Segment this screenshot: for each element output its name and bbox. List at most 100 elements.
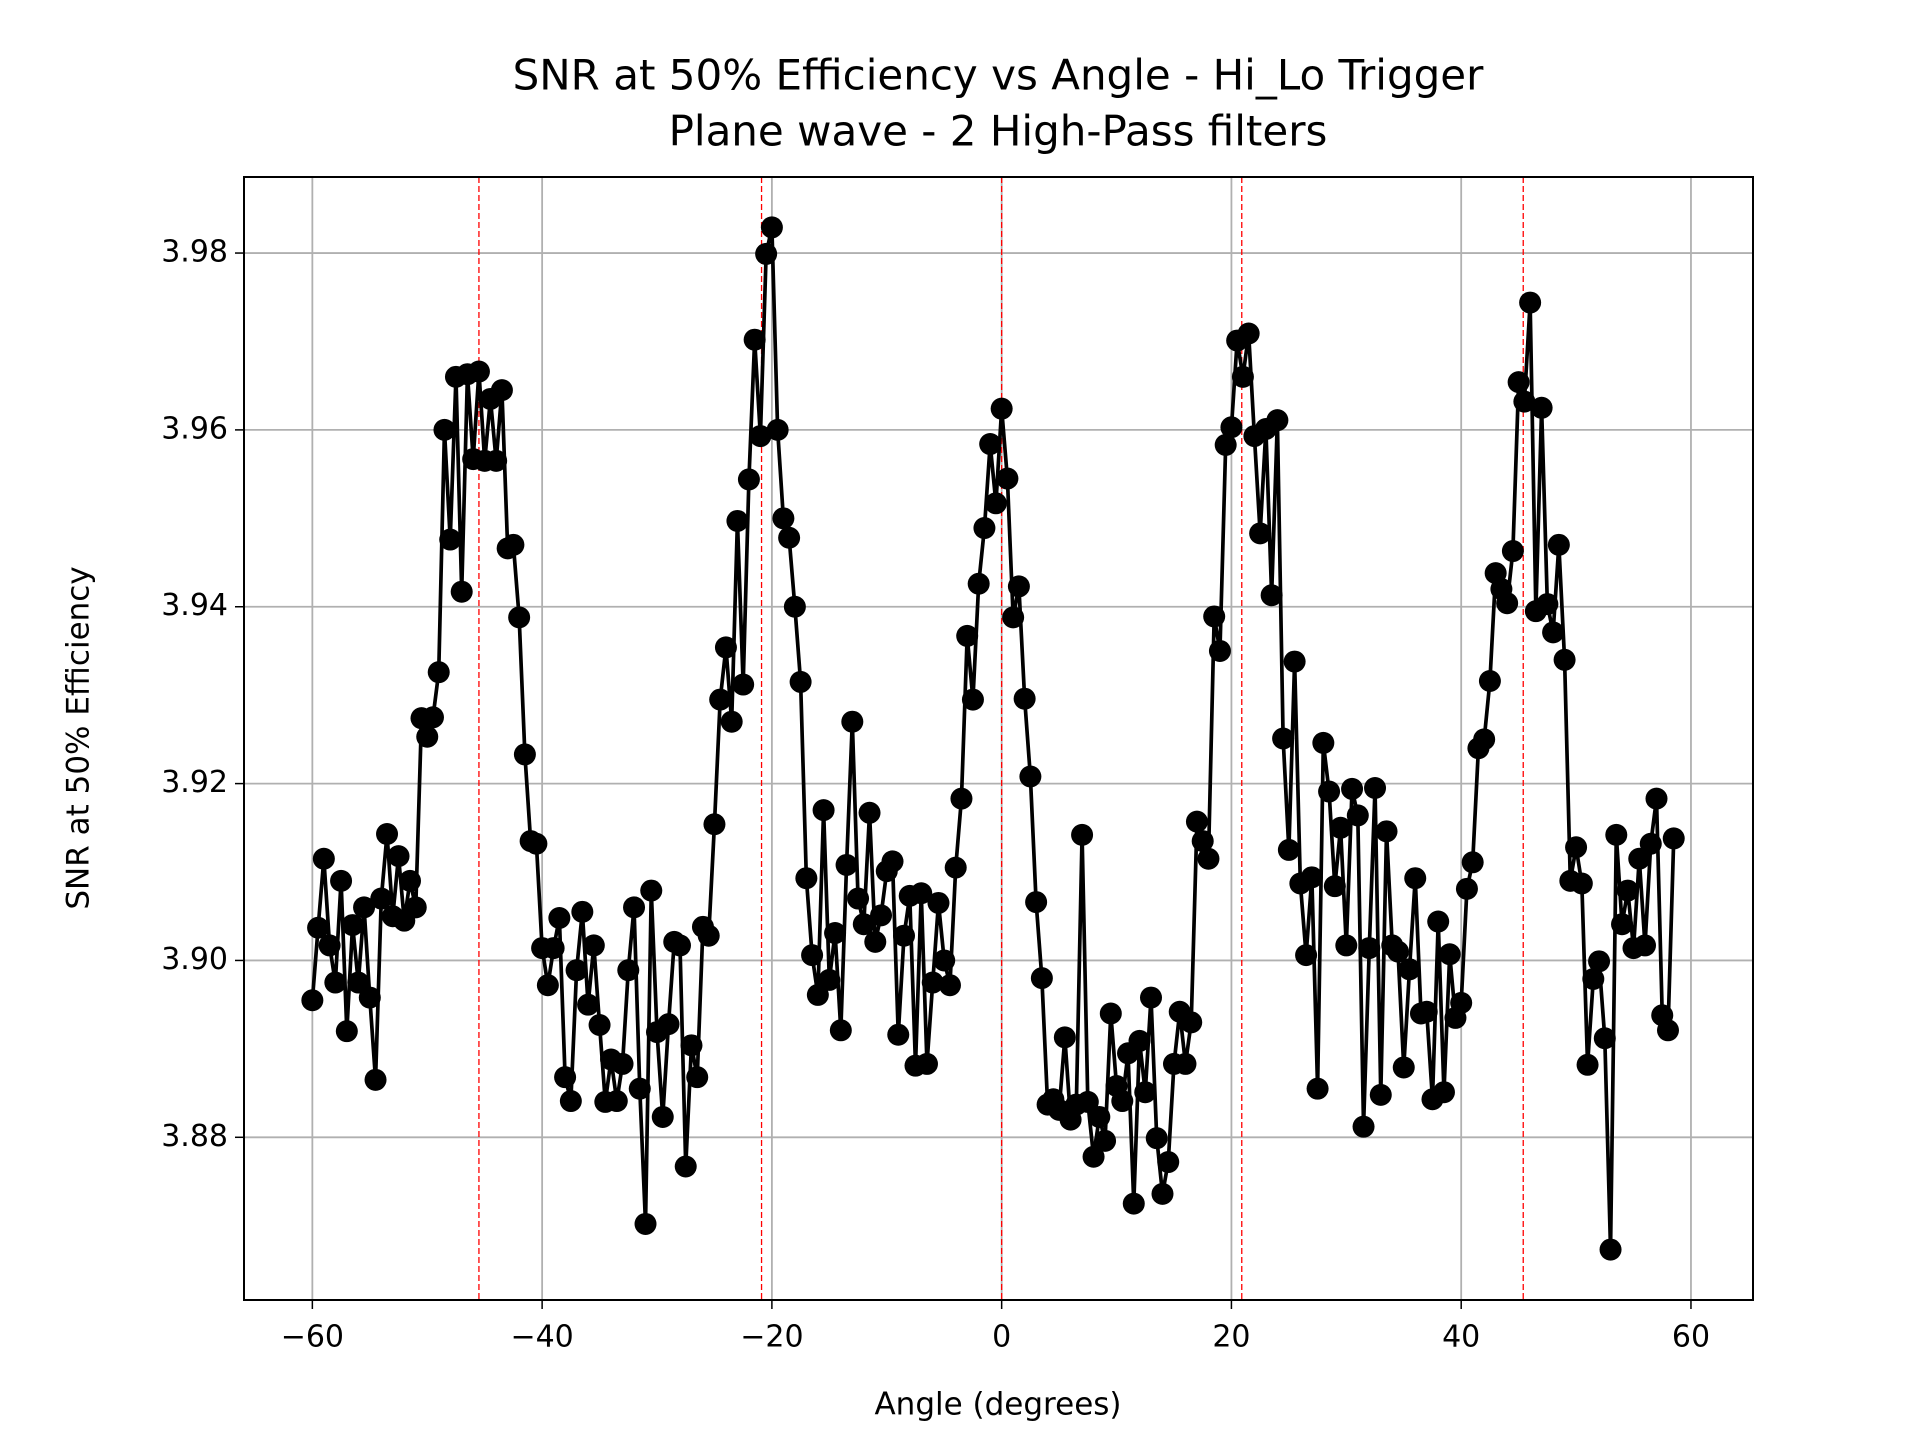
data-point bbox=[347, 971, 370, 994]
data-point bbox=[1007, 575, 1030, 598]
data-point bbox=[1530, 396, 1553, 419]
data-point bbox=[755, 242, 778, 265]
data-point bbox=[467, 360, 490, 383]
data-point bbox=[881, 850, 904, 873]
x-tick-label: −60 bbox=[281, 1320, 344, 1355]
data-point bbox=[864, 930, 887, 953]
data-point bbox=[778, 526, 801, 549]
x-tick-label: 0 bbox=[992, 1320, 1011, 1355]
data-point bbox=[720, 710, 743, 733]
data-point bbox=[1237, 322, 1260, 345]
data-point bbox=[1208, 639, 1231, 662]
data-point bbox=[1180, 1011, 1203, 1034]
data-point bbox=[893, 924, 916, 947]
data-point bbox=[1185, 810, 1208, 833]
y-tick-label: 3.88 bbox=[161, 1119, 228, 1154]
data-point bbox=[1076, 1090, 1099, 1113]
data-point bbox=[984, 492, 1007, 515]
data-point bbox=[915, 1052, 938, 1075]
data-point bbox=[1565, 836, 1588, 859]
data-point bbox=[1341, 777, 1364, 800]
chart-subtitle: Plane wave - 2 High-Pass filters bbox=[669, 107, 1328, 156]
data-point bbox=[887, 1023, 910, 1046]
data-point bbox=[801, 944, 824, 967]
data-point bbox=[841, 710, 864, 733]
data-point bbox=[548, 907, 571, 930]
x-axis-label: Angle (degrees) bbox=[874, 1387, 1121, 1423]
data-point bbox=[307, 916, 330, 939]
y-tick-label: 3.92 bbox=[161, 765, 228, 800]
data-point bbox=[525, 832, 548, 855]
data-point bbox=[1611, 913, 1634, 936]
data-point bbox=[1553, 648, 1576, 671]
data-point bbox=[743, 328, 766, 351]
data-point bbox=[542, 937, 565, 960]
data-point bbox=[852, 913, 875, 936]
data-point bbox=[697, 924, 720, 947]
data-point bbox=[324, 971, 347, 994]
data-point bbox=[450, 580, 473, 603]
data-point bbox=[1582, 968, 1605, 991]
x-tick-label: −20 bbox=[740, 1320, 803, 1355]
data-point bbox=[1099, 1002, 1122, 1025]
data-point bbox=[1249, 522, 1272, 545]
data-point bbox=[312, 847, 335, 870]
data-point bbox=[996, 467, 1019, 490]
data-point bbox=[1300, 866, 1323, 889]
data-point bbox=[335, 1020, 358, 1043]
data-point bbox=[301, 989, 324, 1012]
data-point bbox=[1002, 606, 1025, 629]
data-point bbox=[404, 896, 427, 919]
data-point bbox=[439, 528, 462, 551]
data-line bbox=[310, 225, 1676, 1252]
data-point bbox=[1122, 1192, 1145, 1215]
data-point bbox=[508, 606, 531, 629]
data-point bbox=[1220, 416, 1243, 439]
data-point bbox=[921, 971, 944, 994]
data-point bbox=[870, 904, 893, 927]
data-point bbox=[1455, 877, 1478, 900]
data-point bbox=[1634, 934, 1657, 957]
data-point bbox=[795, 867, 818, 890]
data-point bbox=[485, 449, 508, 472]
data-point bbox=[990, 397, 1013, 420]
data-point bbox=[628, 1077, 651, 1100]
data-point bbox=[1513, 390, 1536, 413]
data-point bbox=[1473, 728, 1496, 751]
series bbox=[301, 216, 1685, 1261]
data-point bbox=[421, 706, 444, 729]
data-point bbox=[1501, 540, 1524, 563]
data-point bbox=[1025, 891, 1048, 914]
data-point bbox=[806, 983, 829, 1006]
data-point bbox=[737, 468, 760, 491]
y-axis-label: SNR at 50% Efficiency bbox=[61, 566, 97, 909]
data-point bbox=[1030, 967, 1053, 990]
data-point bbox=[554, 1066, 577, 1089]
data-point bbox=[714, 636, 737, 659]
data-point bbox=[1260, 584, 1283, 607]
data-point bbox=[1295, 944, 1318, 967]
data-point bbox=[634, 1212, 657, 1235]
x-tick-label: 20 bbox=[1212, 1320, 1250, 1355]
data-point bbox=[1542, 621, 1565, 644]
data-point bbox=[961, 688, 984, 711]
data-point bbox=[536, 974, 559, 997]
data-point bbox=[1082, 1145, 1105, 1168]
data-point bbox=[1605, 823, 1628, 846]
data-point bbox=[1398, 958, 1421, 981]
data-point bbox=[812, 799, 835, 822]
data-point bbox=[1427, 910, 1450, 933]
data-point bbox=[1318, 780, 1341, 803]
data-point bbox=[1335, 934, 1358, 957]
data-point bbox=[938, 974, 961, 997]
data-point bbox=[1576, 1053, 1599, 1076]
data-point bbox=[1450, 991, 1473, 1014]
data-point bbox=[824, 922, 847, 945]
data-point bbox=[502, 533, 525, 556]
data-point bbox=[657, 1013, 680, 1036]
data-point bbox=[651, 1105, 674, 1128]
data-point bbox=[577, 993, 600, 1016]
data-point bbox=[1588, 950, 1611, 973]
data-point bbox=[1392, 1056, 1415, 1079]
data-point bbox=[835, 853, 858, 876]
